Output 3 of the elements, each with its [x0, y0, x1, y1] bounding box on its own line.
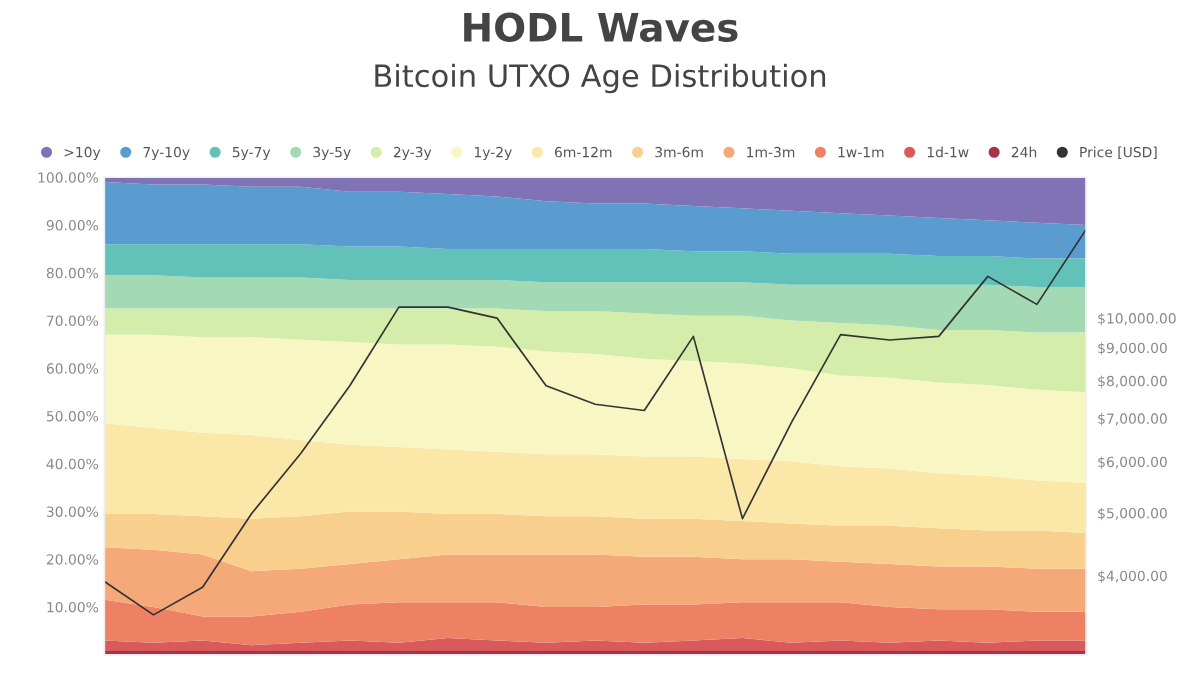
- line-series: [104, 228, 1086, 616]
- chart-subtitle: Bitcoin UTXO Age Distribution: [375, 63, 826, 94]
- chart-title: HODL Waves: [464, 12, 738, 42]
